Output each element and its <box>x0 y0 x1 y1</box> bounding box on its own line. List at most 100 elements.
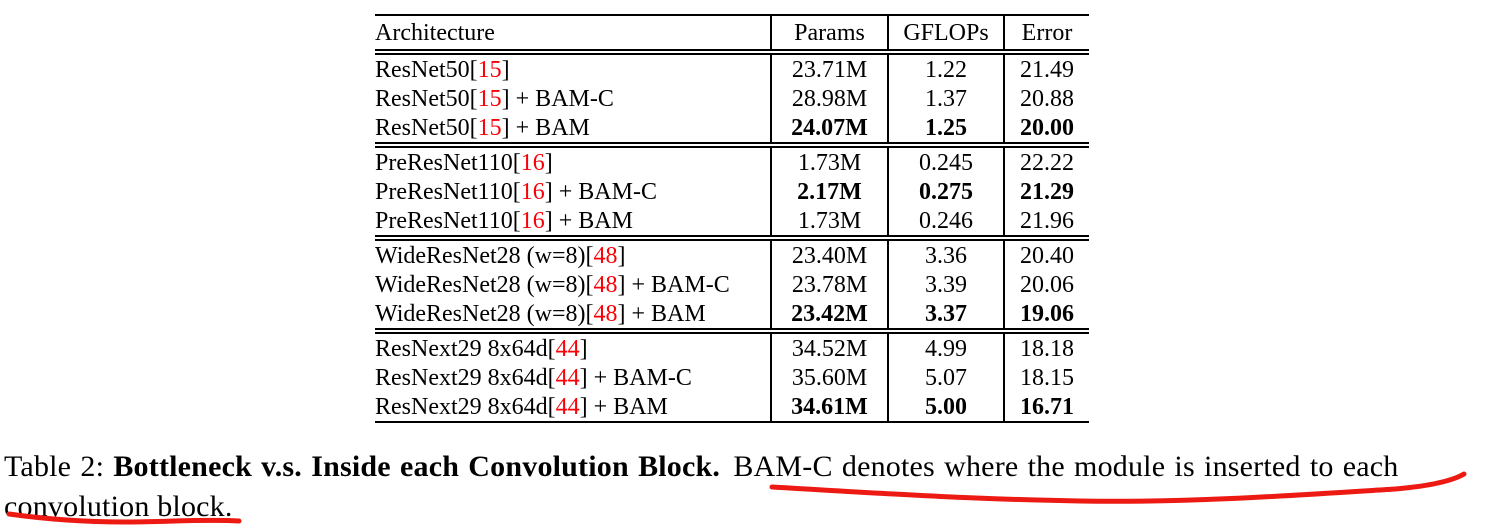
architecture-name: ResNext29 8x64d[ <box>375 393 556 420</box>
architecture-name: WideResNet28 (w=8)[ <box>375 242 594 269</box>
gflops-cell: 0.275 <box>887 177 1004 206</box>
gflops-cell: 3.39 <box>887 270 1004 299</box>
error-cell: 18.18 <box>1003 331 1089 363</box>
table-row: ResNet50[15] + BAM 24.07M 1.25 20.00 <box>375 113 1089 145</box>
citation-ref: 48 <box>593 271 618 298</box>
architecture-name: ResNext29 8x64d[ <box>375 364 556 391</box>
error-cell: 20.06 <box>1003 270 1089 299</box>
citation-ref: 44 <box>555 335 580 362</box>
table-row: ResNet50[15] + BAM-C 28.98M 1.37 20.88 <box>375 84 1089 113</box>
params-cell: 23.71M <box>770 52 888 84</box>
table-row: ResNet50[15] 23.71M 1.22 21.49 <box>375 52 1089 84</box>
architecture-name: ResNet50[ <box>375 114 478 141</box>
gflops-cell: 5.07 <box>887 363 1004 392</box>
architecture-suffix: ] + BAM-C <box>579 364 692 391</box>
caption-text: BAM-C denotes where the module is insert… <box>724 450 1399 483</box>
architecture-cell: ResNet50[15] <box>375 52 771 84</box>
architecture-cell: ResNext29 8x64d[44] + BAM <box>375 392 771 422</box>
col-header-architecture: Architecture <box>375 19 495 46</box>
gflops-cell: 4.99 <box>887 331 1004 363</box>
citation-ref: 15 <box>477 114 502 141</box>
error-cell: 21.49 <box>1003 52 1089 84</box>
architecture-name: ResNext29 8x64d[ <box>375 335 556 362</box>
architecture-suffix: ] <box>544 149 553 176</box>
gflops-cell: 5.00 <box>887 392 1004 422</box>
results-table: Architecture Params GFLOPs Error ResNet5… <box>375 14 1089 423</box>
architecture-cell: ResNext29 8x64d[44] + BAM-C <box>375 363 771 392</box>
architecture-cell: WideResNet28 (w=8)[48] + BAM <box>375 299 771 331</box>
caption-line-1: Table 2: Bottleneck v.s. Inside each Con… <box>4 447 1399 487</box>
params-cell: 1.73M <box>770 145 888 177</box>
gflops-cell: 1.22 <box>887 52 1004 84</box>
table-row: ResNext29 8x64d[44] 34.52M 4.99 18.18 <box>375 331 1089 363</box>
citation-ref: 16 <box>520 207 545 234</box>
table-row: WideResNet28 (w=8)[48] + BAM 23.42M 3.37 19… <box>375 299 1089 331</box>
params-cell: 1.73M <box>770 206 888 238</box>
params-cell: 34.61M <box>770 392 888 422</box>
citation-ref: 44 <box>555 393 580 420</box>
architecture-cell: ResNet50[15] + BAM-C <box>375 84 771 113</box>
architecture-suffix: ] + BAM <box>579 393 668 420</box>
architecture-name: ResNet50[ <box>375 56 478 83</box>
table-row: PreResNet110[16] + BAM 1.73M 0.246 21.96 <box>375 206 1089 238</box>
error-cell: 21.96 <box>1003 206 1089 238</box>
citation-ref: 44 <box>555 364 580 391</box>
architecture-cell: PreResNet110[16] + BAM <box>375 206 771 238</box>
architecture-suffix: ] + BAM <box>501 114 590 141</box>
gflops-cell: 1.37 <box>887 84 1004 113</box>
params-cell: 23.78M <box>770 270 888 299</box>
architecture-cell: ResNext29 8x64d[44] <box>375 331 771 363</box>
params-cell: 28.98M <box>770 84 888 113</box>
error-cell: 22.22 <box>1003 145 1089 177</box>
gflops-cell: 0.246 <box>887 206 1004 238</box>
architecture-name: PreResNet110[ <box>375 149 521 176</box>
header-row: Architecture Params GFLOPs Error <box>375 15 1089 52</box>
table-row: PreResNet110[16] 1.73M 0.245 22.22 <box>375 145 1089 177</box>
citation-ref: 48 <box>593 300 618 327</box>
params-cell: 35.60M <box>770 363 888 392</box>
architecture-suffix: ] + BAM <box>617 300 706 327</box>
error-cell: 18.15 <box>1003 363 1089 392</box>
error-cell: 20.40 <box>1003 238 1089 270</box>
architecture-suffix: ] <box>617 242 626 269</box>
architecture-name: WideResNet28 (w=8)[ <box>375 300 594 327</box>
citation-ref: 16 <box>520 178 545 205</box>
params-cell: 34.52M <box>770 331 888 363</box>
gflops-cell: 3.36 <box>887 238 1004 270</box>
citation-ref: 15 <box>477 56 502 83</box>
architecture-name: PreResNet110[ <box>375 178 521 205</box>
citation-ref: 15 <box>477 85 502 112</box>
architecture-name: WideResNet28 (w=8)[ <box>375 271 594 298</box>
architecture-suffix: ] <box>501 56 510 83</box>
table-group: ResNet50[15] 23.71M 1.22 21.49 ResNet50[15] … <box>375 52 1089 145</box>
architecture-suffix: ] <box>579 335 588 362</box>
params-cell: 23.42M <box>770 299 888 331</box>
gflops-cell: 0.245 <box>887 145 1004 177</box>
architecture-name: ResNet50[ <box>375 85 478 112</box>
architecture-suffix: ] + BAM <box>544 207 633 234</box>
table-row: ResNext29 8x64d[44] + BAM 34.61M 5.00 16.71 <box>375 392 1089 422</box>
gflops-cell: 3.37 <box>887 299 1004 331</box>
error-cell: 16.71 <box>1003 392 1089 422</box>
citation-ref: 16 <box>520 149 545 176</box>
architecture-cell: WideResNet28 (w=8)[48] + BAM-C <box>375 270 771 299</box>
table-row: ResNext29 8x64d[44] + BAM-C 35.60M 5.07 18.… <box>375 363 1089 392</box>
architecture-suffix: ] + BAM-C <box>501 85 614 112</box>
table-header: Architecture Params GFLOPs Error <box>375 15 1089 52</box>
error-cell: 19.06 <box>1003 299 1089 331</box>
col-header-gflops: GFLOPs <box>887 15 1004 52</box>
architecture-cell: PreResNet110[16] <box>375 145 771 177</box>
error-cell: 20.88 <box>1003 84 1089 113</box>
error-cell: 20.00 <box>1003 113 1089 145</box>
caption-bold-title: Bottleneck v.s. Inside each Convolution … <box>113 450 721 483</box>
table-row: WideResNet28 (w=8)[48] + BAM-C 23.78M 3.39… <box>375 270 1089 299</box>
architecture-suffix: ] + BAM-C <box>617 271 730 298</box>
architecture-suffix: ] + BAM-C <box>544 178 657 205</box>
table-row: PreResNet110[16] + BAM-C 2.17M 0.275 21.29 <box>375 177 1089 206</box>
citation-ref: 48 <box>593 242 618 269</box>
error-cell: 21.29 <box>1003 177 1089 206</box>
col-header-error: Error <box>1003 15 1089 52</box>
architecture-name: PreResNet110[ <box>375 207 521 234</box>
architecture-cell: WideResNet28 (w=8)[48] <box>375 238 771 270</box>
